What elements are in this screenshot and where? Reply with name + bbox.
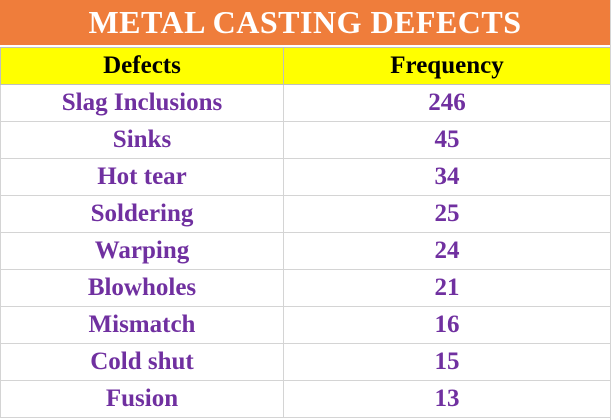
header-row: Defects Frequency	[0, 47, 611, 85]
table-row: Cold shut 15	[0, 343, 611, 381]
table-row: Warping 24	[0, 232, 611, 270]
defect-cell[interactable]: Blowholes	[0, 269, 284, 307]
defect-cell[interactable]: Cold shut	[0, 343, 284, 381]
frequency-cell[interactable]: 246	[283, 84, 611, 122]
defect-cell[interactable]: Soldering	[0, 195, 284, 233]
frequency-cell[interactable]: 25	[283, 195, 611, 233]
table-row: Sinks 45	[0, 121, 611, 159]
frequency-cell[interactable]: 45	[283, 121, 611, 159]
frequency-cell[interactable]: 24	[283, 232, 611, 270]
grid-right-edge	[610, 0, 616, 420]
header-cell-frequency[interactable]: Frequency	[283, 47, 611, 85]
table-row: Slag Inclusions 246	[0, 84, 611, 122]
frequency-cell[interactable]: 16	[283, 306, 611, 344]
frequency-cell[interactable]: 21	[283, 269, 611, 307]
header-cell-defects[interactable]: Defects	[0, 47, 284, 85]
title-banner[interactable]: METAL CASTING DEFECTS	[0, 0, 610, 47]
defect-cell[interactable]: Mismatch	[0, 306, 284, 344]
defect-cell[interactable]: Hot tear	[0, 158, 284, 196]
defect-cell[interactable]: Fusion	[0, 380, 284, 418]
defect-cell[interactable]: Warping	[0, 232, 284, 270]
table-title: METAL CASTING DEFECTS	[88, 4, 522, 40]
table-row: Mismatch 16	[0, 306, 611, 344]
defects-table: Defects Frequency Slag Inclusions 246 Si…	[0, 47, 611, 418]
frequency-cell[interactable]: 34	[283, 158, 611, 196]
defect-cell[interactable]: Slag Inclusions	[0, 84, 284, 122]
defect-cell[interactable]: Sinks	[0, 121, 284, 159]
frequency-cell[interactable]: 15	[283, 343, 611, 381]
table-row: Blowholes 21	[0, 269, 611, 307]
table-row: Fusion 13	[0, 380, 611, 418]
table-row: Hot tear 34	[0, 158, 611, 196]
table-row: Soldering 25	[0, 195, 611, 233]
frequency-cell[interactable]: 13	[283, 380, 611, 418]
